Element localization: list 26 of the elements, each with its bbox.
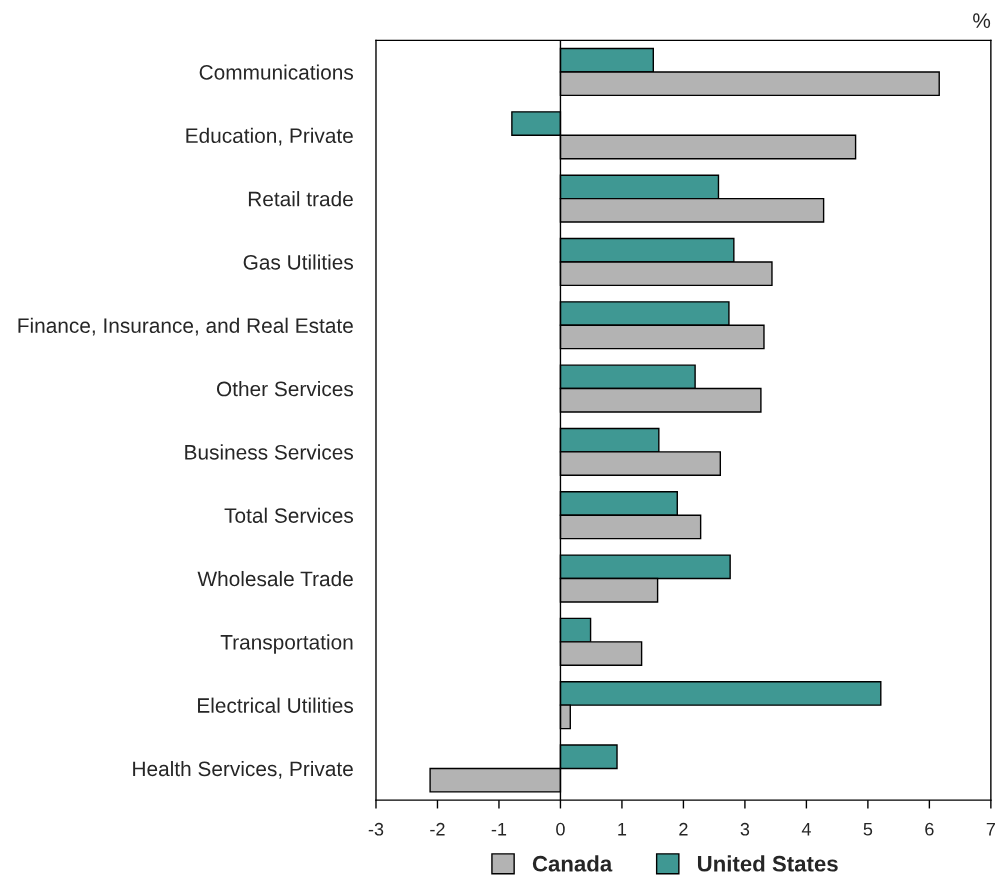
legend-label: Canada (532, 855, 613, 872)
y-tick-label: Electrical Utilities (198, 697, 354, 713)
y-tick-label: Finance, Insurance, and Real Estate (18, 317, 353, 336)
x-tick-label: 5 (863, 823, 873, 836)
y-tick-label: Education, Private (186, 127, 353, 146)
x-tick-label: -1 (491, 823, 507, 836)
x-tick-label: 1 (618, 823, 627, 836)
x-tick-label: 4 (801, 823, 811, 836)
y-tick-label: Total Services (224, 507, 354, 523)
x-tick-label: 0 (556, 822, 565, 836)
x-tick-label: 7 (986, 823, 995, 836)
y-tick-label: Communications (199, 64, 354, 80)
x-tick-label: 2 (679, 822, 688, 836)
x-tick-label: -3 (368, 822, 384, 836)
y-tick-label: Gas Utilities (243, 254, 354, 270)
y-tick-label: Retail trade (248, 191, 353, 207)
y-tick-label: Transportation (220, 634, 353, 654)
y-tick-label: Health Services, Private (133, 760, 353, 779)
x-tick-label: 3 (740, 822, 750, 836)
x-tick-label: -2 (430, 822, 445, 836)
x-tick-label: 6 (925, 822, 934, 836)
y-tick-label: Business Services (185, 444, 354, 460)
y-tick-label: Wholesale Trade (197, 570, 353, 587)
text: % (973, 13, 991, 28)
y-tick-label: Other Services (216, 381, 354, 397)
legend-label: United States (697, 855, 838, 872)
